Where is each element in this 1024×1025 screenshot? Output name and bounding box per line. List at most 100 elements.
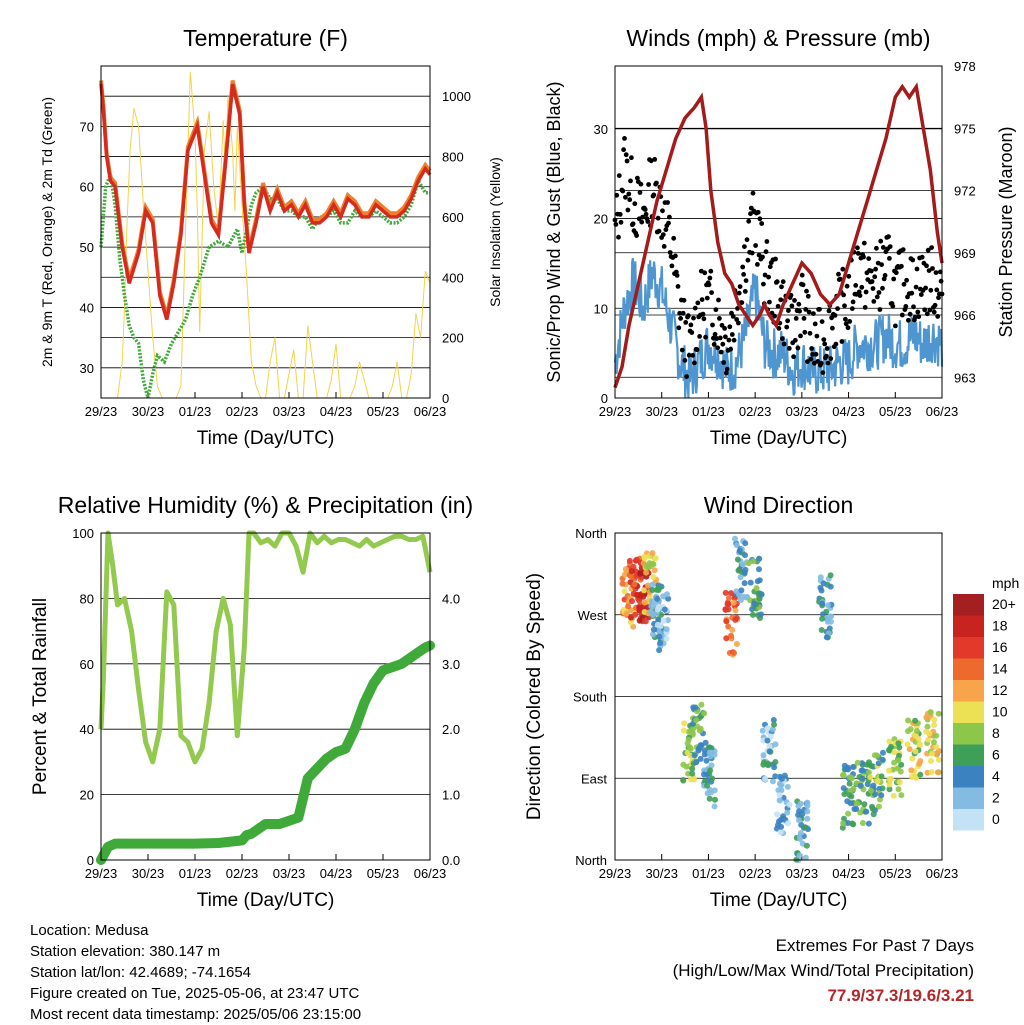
direction-legend-swatch [953, 744, 984, 766]
winds-gust-point [661, 244, 667, 249]
winds-gust-point [900, 247, 906, 253]
direction-point [841, 762, 848, 769]
winds-gust-point [741, 272, 746, 277]
direction-point [776, 792, 783, 799]
direction-point [823, 634, 830, 641]
direction-point [886, 786, 893, 793]
direction-point [776, 797, 783, 804]
temperature-xtick-label: 05/23 [367, 404, 400, 419]
direction-point [730, 599, 737, 606]
direction-point [691, 752, 698, 759]
direction-point [778, 775, 785, 782]
direction-point [629, 598, 635, 605]
direction-point [646, 593, 653, 600]
winds-gust-point [629, 155, 634, 161]
direction-point [637, 570, 644, 577]
winds-gust-point [937, 269, 943, 275]
direction-point [897, 768, 904, 775]
direction-legend-label: 2 [992, 790, 1000, 806]
direction-point [916, 760, 923, 767]
winds-gust-point [866, 256, 872, 261]
winds-gust-point [678, 316, 683, 321]
winds-gust-point [718, 349, 724, 355]
temperature-ytick-label: 60 [80, 180, 94, 195]
direction-legend-label: 16 [992, 639, 1008, 655]
winds-gust-point [638, 181, 644, 187]
winds-gust-point [927, 307, 933, 313]
winds-gust-point [863, 289, 869, 295]
winds-gust-point [807, 330, 813, 336]
winds-gust-point [700, 311, 706, 317]
direction-point [863, 808, 870, 815]
winds-gust-point [925, 247, 931, 253]
winds-gust-point [684, 374, 689, 379]
winds-gust-point [862, 305, 868, 310]
winds-gust-point [880, 245, 886, 250]
winds-gust-point [660, 232, 666, 238]
winds-gust-point [699, 297, 705, 302]
winds-gust-point [914, 266, 920, 272]
direction-legend-swatch [953, 723, 984, 745]
direction-point [643, 569, 650, 576]
direction-point [880, 749, 886, 756]
winds-gust-point [861, 240, 867, 246]
direction-point [840, 772, 847, 779]
direction-point [925, 736, 932, 743]
direction-point [915, 736, 922, 742]
winds-gust-point [743, 278, 749, 283]
direction-point [728, 632, 734, 639]
direction-point [702, 778, 708, 785]
direction-point [758, 591, 765, 598]
direction-point [926, 730, 933, 737]
direction-point [751, 600, 758, 607]
winds-gust-point [873, 266, 878, 272]
direction-point [723, 635, 730, 642]
direction-point [708, 762, 715, 769]
winds-gust-point [801, 316, 807, 321]
winds-title: Winds (mph) & Pressure (mb) [626, 25, 930, 51]
winds-gust-point [634, 233, 639, 239]
direction-point [914, 728, 920, 734]
direction-point [761, 759, 768, 766]
direction-legend-swatch [953, 809, 984, 831]
winds-gust-point [663, 227, 669, 233]
direction-point [764, 737, 771, 744]
humidity-title: Relative Humidity (%) & Precipitation (i… [58, 492, 473, 518]
winds-gust-point [795, 345, 801, 351]
direction-point [850, 764, 857, 770]
direction-legend-label: 18 [992, 618, 1008, 634]
direction-point [649, 631, 656, 638]
direction-point [931, 722, 938, 728]
direction-point [681, 727, 687, 734]
winds-gust-point [936, 295, 941, 301]
winds-gust-point [932, 302, 938, 308]
winds-gust-point [637, 190, 643, 195]
direction-point [693, 717, 700, 724]
direction-point [935, 710, 942, 717]
winds-gust-point [717, 335, 723, 341]
direction-point [912, 717, 919, 724]
winds-gust-point [929, 245, 934, 251]
direction-legend-swatch [953, 637, 984, 659]
direction-point [931, 739, 937, 746]
direction-point [886, 767, 892, 774]
winds-gust-point [847, 319, 853, 324]
winds-gust-point [655, 215, 661, 221]
direction-xtick-label: 02/23 [739, 866, 772, 881]
direction-point [742, 540, 749, 547]
winds-gust-points [612, 136, 945, 379]
winds-gust-point [692, 305, 698, 311]
direction-point [841, 815, 847, 822]
direction-point [859, 820, 866, 826]
winds-gust-point [621, 147, 626, 153]
winds-gust-point [656, 228, 662, 234]
winds-gust-point [613, 222, 619, 227]
direction-point [933, 743, 940, 750]
direction-point [824, 618, 831, 625]
winds-gust-point [915, 309, 921, 315]
winds-gust-point [910, 257, 916, 263]
temperature-y2-y2tick-label: 400 [442, 270, 464, 285]
direction-point [846, 780, 853, 787]
winds-gust-point [755, 209, 761, 215]
direction-point [655, 584, 662, 591]
